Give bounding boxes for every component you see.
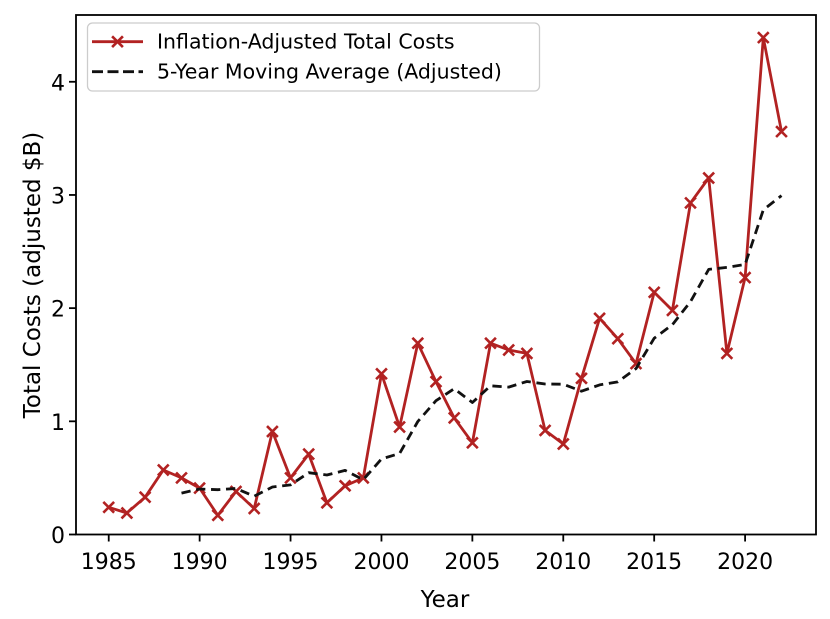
legend-sample-total-costs (92, 35, 143, 49)
series-layer (102, 31, 788, 522)
y-tick-label: 2 (51, 298, 65, 323)
y-tick-label: 4 (51, 71, 65, 96)
x-axis-ticks: 1985 1990 1995 2000 2005 2010 2015 2020 (81, 534, 773, 575)
data-point-x-marker (266, 425, 279, 438)
data-point-x-marker (775, 125, 788, 138)
x-tick-label: 1985 (81, 550, 137, 575)
series-line-5-year-moving-average-adjusted (181, 194, 783, 498)
x-tick-label: 2005 (444, 550, 500, 575)
y-tick-label: 0 (51, 524, 65, 549)
data-point-x-marker (429, 375, 443, 389)
data-point-x-marker (502, 343, 516, 357)
data-point-x-marker (484, 336, 497, 350)
data-point-x-marker (411, 336, 425, 350)
plot-border (75, 14, 817, 536)
x-tick-label: 2020 (717, 550, 773, 575)
series-5-year-moving-average-adjusted (181, 194, 783, 498)
data-point-x-marker (593, 311, 606, 325)
data-point-x-marker (320, 496, 334, 510)
data-point-x-marker (120, 506, 134, 520)
data-point-x-marker (175, 471, 188, 485)
data-point-x-marker (447, 411, 461, 425)
series-inflation-adjusted-total-costs (102, 31, 788, 522)
y-tick-label: 3 (51, 184, 65, 209)
y-axis-ticks: 0 1 2 3 4 (51, 71, 76, 549)
legend-label-moving-average: 5-Year Moving Average (Adjusted) (157, 60, 502, 84)
data-point-x-marker (575, 371, 588, 385)
x-axis-label: Year (420, 587, 470, 613)
data-point-x-marker (702, 171, 716, 185)
data-point-x-marker (138, 490, 152, 504)
series-line-inflation-adjusted-total-costs (108, 36, 783, 517)
data-point-x-marker (466, 436, 479, 450)
data-point-x-marker (738, 271, 752, 284)
y-axis-label: Total Costs (adjusted $B) (20, 132, 46, 420)
data-point-x-marker (338, 479, 352, 493)
x-tick-label: 1995 (263, 550, 319, 575)
data-point-x-marker (666, 304, 679, 317)
x-tick-label: 1990 (172, 550, 228, 575)
x-tick-label: 2010 (535, 550, 591, 575)
data-point-x-marker (538, 424, 552, 437)
data-point-x-marker (629, 357, 643, 370)
data-point-x-marker (647, 285, 661, 299)
data-point-x-marker (393, 420, 406, 434)
data-point-x-marker (520, 347, 534, 360)
y-tick-label: 1 (51, 411, 65, 436)
legend: Inflation-Adjusted Total Costs 5-Year Mo… (86, 22, 541, 92)
data-point-x-marker (556, 437, 570, 451)
x-tick-label: 2015 (626, 550, 682, 575)
data-point-x-marker (211, 508, 225, 522)
data-point-x-marker (720, 347, 734, 360)
data-point-x-marker (247, 502, 261, 515)
legend-label-total-costs: Inflation-Adjusted Total Costs (157, 30, 455, 54)
data-point-x-marker (156, 463, 170, 477)
legend-x-marker (111, 35, 124, 49)
data-point-x-marker (302, 447, 316, 461)
data-point-x-marker (375, 367, 388, 381)
legend-box (86, 22, 541, 92)
data-point-x-marker (102, 500, 116, 514)
x-tick-label: 2000 (353, 550, 409, 575)
data-point-x-marker (611, 332, 625, 346)
data-point-x-marker (684, 196, 697, 210)
data-point-x-marker (284, 471, 297, 485)
data-point-x-marker (756, 31, 770, 44)
